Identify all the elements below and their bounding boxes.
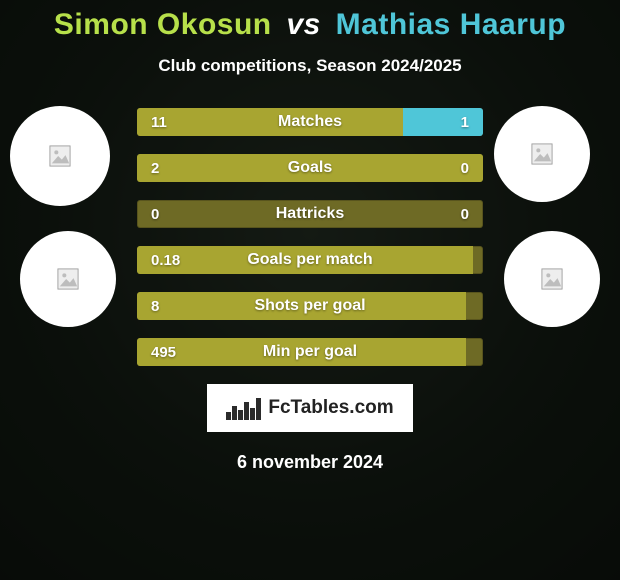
stat-bar-left-fill	[137, 338, 466, 366]
snapshot-date: 6 november 2024	[0, 452, 620, 473]
fctables-logo-text: FcTables.com	[268, 397, 393, 419]
stat-row: Goals20	[137, 154, 483, 182]
player2-name: Mathias Haarup	[336, 8, 566, 41]
stat-row: Hattricks0 0	[137, 200, 483, 228]
comparison-card: Simon Okosun vs Mathias Haarup Club comp…	[0, 0, 620, 580]
stat-label: Hattricks	[137, 200, 483, 228]
stat-bar-left-fill	[137, 154, 483, 182]
stat-row: Shots per goal8	[137, 292, 483, 320]
placeholder-image-icon	[531, 143, 553, 165]
vs-label: vs	[286, 8, 320, 41]
stat-bar-left-fill	[137, 108, 403, 136]
player1-photo-badge	[10, 106, 110, 206]
placeholder-image-icon	[49, 145, 71, 167]
placeholder-image-icon	[57, 268, 79, 290]
player2-photo-badge	[494, 106, 590, 202]
stat-bars: Matches111 Goals20 Hattricks0 0 Goals per ma…	[137, 106, 483, 366]
fctables-logo: FcTables.com	[207, 384, 413, 432]
stat-value-left: 0	[151, 200, 159, 228]
player1-club-badge	[20, 231, 116, 327]
stat-bar-left-fill	[137, 292, 466, 320]
player1-name: Simon Okosun	[54, 8, 272, 41]
stat-value-right: 0	[461, 200, 469, 228]
placeholder-image-icon	[541, 268, 563, 290]
fctables-logo-icon	[226, 396, 260, 420]
stat-bar-left-fill	[137, 246, 473, 274]
stats-arena: Matches111 Goals20 Hattricks0 0 Goals per ma…	[0, 106, 620, 366]
stat-bar-right-fill	[403, 108, 483, 136]
stat-row: Min per goal495	[137, 338, 483, 366]
page-title: Simon Okosun vs Mathias Haarup	[0, 0, 620, 42]
stat-row: Matches111	[137, 108, 483, 136]
stat-row: Goals per match0.18	[137, 246, 483, 274]
player2-club-badge	[504, 231, 600, 327]
subtitle: Club competitions, Season 2024/2025	[0, 56, 620, 76]
